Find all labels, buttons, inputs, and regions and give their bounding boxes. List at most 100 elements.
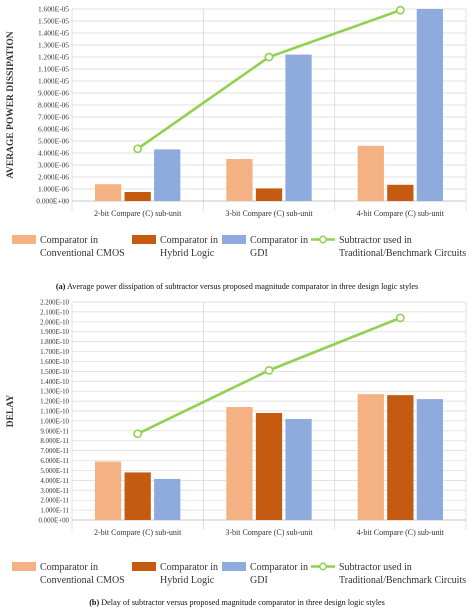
legend-label: GDI [250,575,268,586]
bar [416,9,444,201]
bar [255,188,283,201]
y-tick-label: 2.000E-06 [38,173,69,182]
bar [357,145,384,201]
y-tick-label: 3.000E-06 [38,161,69,170]
legend-label: Comparator in [40,235,98,246]
y-tick-label: 1.700E-10 [40,349,69,356]
legend-label: Subtractor used in [339,562,412,573]
y-tick-label: 4.000E-11 [40,478,69,485]
bar [154,149,181,201]
bar [285,54,312,201]
legend-label: GDI [250,248,268,259]
y-tick-label: 2.200E-10 [40,300,69,307]
delay-chart-caption: (b) Delay of subtractor versus proposed … [0,598,474,607]
y-tick-label: 1.000E-10 [40,418,69,425]
x-category-label: 4-bit Compare (C) sub-unit [357,528,445,537]
legend-label: Comparator in [160,562,218,573]
y-tick-label: 1.000E-05 [38,77,69,86]
y-tick-label: 1.500E-05 [38,17,69,26]
y-tick-label: 1.400E-10 [40,379,69,386]
y-tick-label: 2.000E-11 [40,498,69,505]
y-tick-label: 8.000E-06 [38,101,69,110]
legend-label: Traditional/Benchmark Circuits [339,248,466,259]
y-tick-label: 6.000E-06 [38,125,69,134]
y-tick-label: 1.200E-10 [40,399,69,406]
legend-label: Comparator in [250,562,308,573]
y-tick-label: 1.100E-05 [38,65,69,74]
legend-swatch [222,235,246,244]
power-chart: 0.000E+00 1.000E-06 2.000E-06 3.000E-06 4.00… [6,5,467,259]
y-tick-label: 1.300E-10 [40,389,69,396]
x-category-label: 2-bit Compare (C) sub-unit [94,528,182,537]
y-tick-label: 1.500E-10 [40,369,69,376]
y-tick-label: 9.000E-11 [40,428,69,435]
y-tick-label: 0.000E+00 [36,197,69,206]
x-category-label: 2-bit Compare (C) sub-unit [94,209,182,218]
y-tick-label: 4.000E-06 [38,149,69,158]
caption-tag: (a) [55,282,66,291]
legend-swatch [132,562,156,571]
series-line [136,8,401,150]
legend-label: Comparator in [40,562,98,573]
x-category-label: 4-bit Compare (C) sub-unit [357,209,445,218]
y-tick-label: 1.600E-05 [38,5,69,14]
y-tick-label: 1.300E-05 [38,41,69,50]
y-axis-label: DELAY [6,395,16,428]
caption-tag: (b) [89,598,100,607]
bar [94,461,122,520]
y-tick-label: 2.100E-10 [40,309,69,316]
bar [124,472,151,520]
bar [416,399,444,520]
y-tick-label: 7.000E-11 [40,448,69,455]
y-tick-label: 1.100E-10 [40,409,69,416]
line-point [395,313,405,323]
caption-text: Delay of subtractor versus proposed magn… [101,598,385,607]
legend-marker [319,235,327,244]
y-tick-label: 5.000E-06 [38,137,69,146]
y-tick-label: 1.600E-10 [40,359,69,366]
bar [255,412,283,520]
y-tick-label: 9.000E-06 [38,89,69,98]
y-tick-label: 1.800E-10 [40,339,69,346]
y-tick-label: 6.000E-11 [40,458,69,465]
y-tick-label: 3.000E-11 [40,488,69,495]
legend-label: Hybrid Logic [160,248,215,259]
line-point [264,365,274,375]
bar [387,184,414,201]
legend-label: Hybrid Logic [160,575,215,586]
y-tick-label: 1.000E-11 [40,508,69,515]
line-point [133,144,143,154]
x-category-label: 3-bit Compare (C) sub-unit [225,209,313,218]
power-chart-caption: (a) Average power dissipation of subtrac… [0,282,474,291]
y-tick-label: 0.000E+00 [39,518,70,525]
legend-swatch [132,235,156,244]
bar [357,394,384,520]
x-category-label: 3-bit Compare (C) sub-unit [225,528,313,537]
bar [154,478,181,520]
y-tick-label: 2.000E-10 [40,319,69,326]
y-tick-label: 1.900E-10 [40,329,69,336]
legend-swatch [12,562,36,571]
y-axis-label: AVERAGE POWER DISSIPATION [6,31,16,178]
bar [226,159,253,201]
y-tick-label: 8.000E-11 [40,438,69,445]
bar [124,192,151,201]
line-point [133,429,143,439]
legend-swatch [12,235,36,244]
bar [94,184,122,201]
bar [285,418,312,520]
bar [387,395,414,520]
legend-label: Conventional CMOS [40,248,125,259]
line-point [395,5,405,15]
y-tick-label: 5.000E-11 [40,468,69,475]
legend-label: Subtractor used in [339,235,412,246]
legend-label: Traditional/Benchmark Circuits [339,575,466,586]
legend-label: Conventional CMOS [40,575,125,586]
y-tick-label: 7.000E-06 [38,113,69,122]
bar [226,407,253,520]
line-point [264,52,274,62]
legend-label: Comparator in [160,235,218,246]
y-tick-label: 1.400E-05 [38,29,69,38]
y-tick-label: 1.000E-06 [38,185,69,194]
legend-marker [319,562,327,571]
